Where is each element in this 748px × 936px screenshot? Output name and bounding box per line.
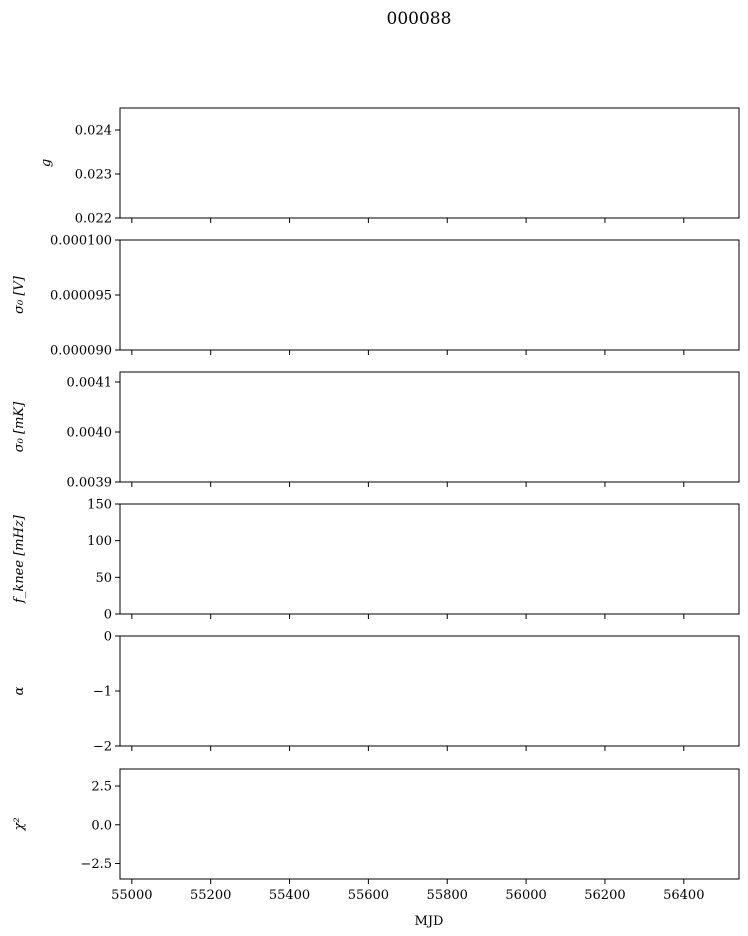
y-axis-label: f_knee [mHz]	[12, 514, 27, 604]
y-tick-label: 0	[104, 630, 112, 645]
axes-frame	[119, 768, 740, 880]
y-tick-label: −2.5	[80, 857, 112, 872]
y-tick-label: 0	[104, 608, 112, 623]
y-tick-label: 0.000100	[50, 234, 112, 249]
y-tick-label: 2.5	[91, 780, 112, 795]
y-axis-label: σ₀ [mK]	[12, 401, 27, 452]
y-tick-label: 0.000090	[50, 344, 112, 359]
y-tick-label: 0.0040	[67, 426, 113, 441]
panel-3: 0.0039 0.0040 0.0041 σ₀ [mK]	[12, 371, 740, 491]
axes-frame	[119, 371, 740, 483]
x-tick-label: 56400	[663, 888, 704, 903]
y-tick-label: 50	[95, 571, 112, 586]
x-tick-label: 55200	[190, 888, 231, 903]
axes-frame	[119, 239, 740, 351]
panel-1: 0.022 0.023 0.024 g	[39, 107, 740, 227]
y-tick-label: 100	[87, 534, 112, 549]
y-tick-label: 0.022	[75, 212, 112, 227]
x-axis-label: MJD	[415, 914, 444, 929]
y-tick-label: −2	[93, 740, 112, 755]
y-tick-label: 150	[87, 498, 112, 513]
y-tick-label: 0.0039	[67, 476, 113, 491]
x-tick-label: 55400	[269, 888, 310, 903]
y-axis-label: g	[39, 159, 54, 167]
panel-2: 0.000090 0.000095 0.000100 σ₀ [V]	[12, 234, 740, 359]
chart-panels: 0.0220.0230.024g0.0000900.0000950.000100…	[12, 107, 740, 903]
figure-title: 000088	[387, 9, 452, 29]
x-tick-label: 56200	[584, 888, 625, 903]
axes-frame	[119, 635, 740, 747]
y-tick-label: 0.024	[75, 124, 112, 139]
x-tick-label: 55600	[348, 888, 389, 903]
y-tick-label: −1	[93, 685, 112, 700]
y-axis-label: α	[12, 686, 27, 695]
y-axis-label: σ₀ [V]	[12, 275, 27, 314]
panel-4: 0 50 100 150 f_knee [mHz]	[12, 498, 740, 623]
x-tick-label: 56000	[505, 888, 546, 903]
panel-5: −2 −1 0 α	[12, 630, 740, 755]
x-tick-label: 55000	[111, 888, 152, 903]
y-tick-label: 0.023	[75, 168, 112, 183]
y-axis-label: χ²	[12, 817, 27, 831]
y-tick-label: 0.0	[91, 818, 112, 833]
axes-frame	[119, 107, 740, 219]
x-tick-label: 55800	[427, 888, 468, 903]
y-tick-label: 0.000095	[50, 289, 112, 304]
y-tick-label: 0.0041	[67, 376, 113, 391]
axes-frame	[119, 503, 740, 615]
panel-6: −2.5 0.0 2.5 55000 55200 55400 55600 55800 56000…	[12, 768, 740, 903]
